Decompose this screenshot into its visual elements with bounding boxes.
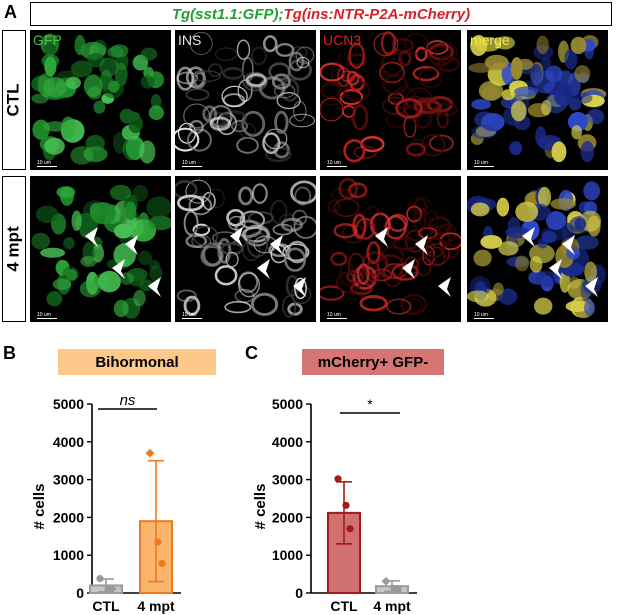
y-tick-label-c: 1000 (272, 547, 303, 563)
scale-bar-label: 10 um (37, 312, 51, 318)
data-point-b (158, 559, 166, 568)
scale-bar-label: 10 um (37, 160, 51, 166)
data-point-c (334, 475, 342, 483)
arrowhead-marker (257, 259, 270, 279)
y-tick-label-c: 0 (295, 585, 303, 601)
y-tick-label-c: 2000 (272, 509, 303, 525)
data-point-b (96, 575, 104, 583)
arrowhead-marker (415, 235, 428, 255)
panel-letter-c: C (245, 343, 258, 363)
arrowhead-marker (85, 227, 98, 247)
scale-bar (182, 166, 202, 167)
scale-bar (474, 166, 494, 167)
channel-label-ucn3: UCN3 (323, 32, 362, 48)
y-tick-label-b: 1000 (53, 547, 84, 563)
y-tick-label-b: 5000 (53, 396, 84, 412)
arrowhead-marker (562, 235, 575, 255)
channel-label-gfp: GFP (33, 32, 62, 48)
x-tick-label-b: 4 mpt (137, 598, 175, 614)
title-transgene-gfp: Tg(sst1.1:GFP); (171, 5, 284, 23)
scale-bar-label: 10 um (182, 160, 196, 166)
figure-a-title: Tg(sst1.1:GFP); Tg(ins:NTR-P2A-mCherry) (30, 2, 612, 26)
data-point-c (381, 576, 391, 586)
micrograph-4mpt-ins: 10 um (175, 176, 316, 322)
channel-label-ins: INS (178, 32, 202, 48)
chart-c-title: mCherry+ GFP- (317, 353, 429, 371)
arrowhead-marker (230, 227, 243, 247)
scale-bar (474, 318, 494, 319)
title-transgene-mcherry: Tg(ins:NTR-P2A-mCherry) (283, 5, 471, 23)
x-tick-label-c: 4 mpt (373, 598, 411, 614)
arrowhead-marker (125, 235, 138, 255)
arrowhead-marker (585, 277, 598, 297)
row-label-4mpt: 4 mpt (2, 176, 26, 322)
scale-bar (327, 166, 347, 167)
channel-label-merge: merge (470, 32, 510, 48)
micrograph-ctl-merge: merge 10 um (467, 30, 608, 170)
y-tick-label-b: 2000 (53, 509, 84, 525)
scale-bar (37, 166, 57, 167)
data-point-b (107, 584, 117, 594)
chart-c-title-box: mCherry+ GFP- (302, 349, 444, 375)
panel-letter-a: A (4, 2, 17, 22)
arrowhead-marker (375, 227, 388, 247)
arrowhead-marker (549, 259, 562, 279)
arrowhead-marker (112, 259, 125, 279)
micrograph-ctl-gfp: GFP 10 um (30, 30, 171, 170)
scale-bar (327, 318, 347, 319)
row-label-ctl: CTL (2, 30, 26, 170)
y-tick-label-c: 4000 (272, 434, 303, 450)
chart-b-title-box: Bihormonal (58, 349, 216, 375)
micrograph-4mpt-ucn3: 10 um (320, 176, 461, 322)
data-point-c (346, 525, 354, 533)
data-point-b (145, 448, 155, 458)
data-point-c (342, 501, 350, 509)
arrowhead-marker (270, 235, 283, 255)
arrowhead-marker (402, 259, 415, 279)
scale-bar-label: 10 um (327, 312, 341, 318)
scale-bar (37, 318, 57, 319)
arrowhead-marker (522, 227, 535, 247)
scale-bar-label: 10 um (474, 312, 488, 318)
micrograph-4mpt-gfp: 10 um (30, 176, 171, 322)
data-point-b (154, 538, 162, 546)
y-tick-label-b: 3000 (53, 472, 84, 488)
significance-label-c: * (367, 396, 373, 412)
x-tick-label-c: CTL (330, 598, 358, 614)
data-point-c (390, 585, 398, 592)
y-tick-label-c: 5000 (272, 396, 303, 412)
arrowhead-marker (438, 277, 451, 297)
scale-bar-label: 10 um (327, 160, 341, 166)
y-tick-label-b: 0 (76, 585, 84, 601)
arrowhead-marker (148, 277, 161, 297)
y-axis-label-c: # cells (252, 484, 269, 530)
data-point-c (394, 585, 402, 594)
chart-b-title: Bihormonal (95, 353, 179, 371)
micrograph-ctl-ins: INS 10 um (175, 30, 316, 170)
micrograph-4mpt-merge: 10 um (467, 176, 608, 322)
panel-letter-b: B (3, 343, 16, 363)
scale-bar (182, 318, 202, 319)
scale-bar-label: 10 um (474, 160, 488, 166)
scale-bar-label: 10 um (182, 312, 196, 318)
y-tick-label-b: 4000 (53, 434, 84, 450)
significance-label-b: ns (120, 392, 136, 409)
y-tick-label-c: 3000 (272, 472, 303, 488)
x-tick-label-b: CTL (92, 598, 120, 614)
arrowhead-marker (293, 277, 306, 297)
micrograph-ctl-ucn3: UCN3 10 um (320, 30, 461, 170)
y-axis-label-b: # cells (31, 484, 48, 530)
